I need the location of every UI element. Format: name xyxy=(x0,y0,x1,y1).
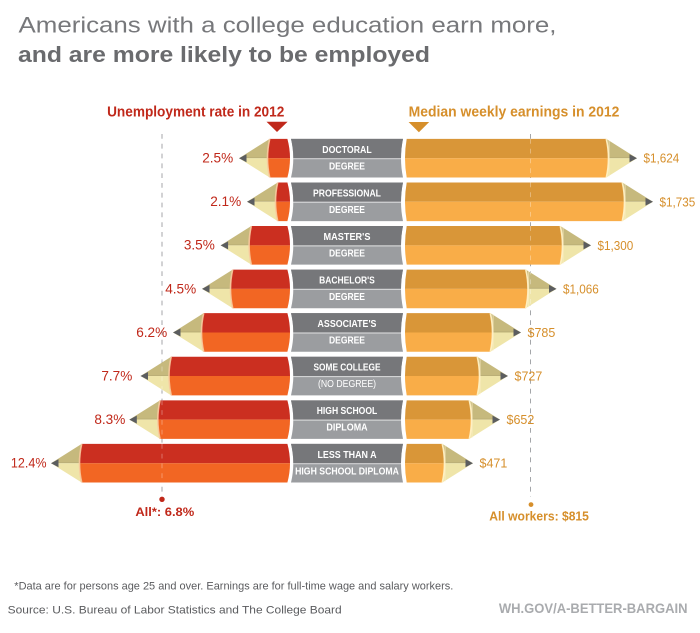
svg-text:Americans with a college educa: Americans with a college education earn … xyxy=(19,13,557,38)
svg-text:SOME COLLEGE: SOME COLLEGE xyxy=(314,363,381,374)
svg-text:DEGREE: DEGREE xyxy=(329,336,365,347)
svg-text:*Data are for persons age 25 a: *Data are for persons age 25 and over. E… xyxy=(14,581,453,593)
svg-text:8.3%: 8.3% xyxy=(94,412,125,427)
svg-text:4.5%: 4.5% xyxy=(165,281,196,296)
svg-text:3.5%: 3.5% xyxy=(184,238,215,253)
svg-text:Unemployment rate in 2012: Unemployment rate in 2012 xyxy=(107,103,284,120)
svg-text:HIGH SCHOOL DIPLOMA: HIGH SCHOOL DIPLOMA xyxy=(295,466,399,477)
svg-text:DOCTORAL: DOCTORAL xyxy=(322,145,371,156)
svg-text:$785: $785 xyxy=(528,325,556,340)
svg-text:$1,735: $1,735 xyxy=(660,194,696,209)
svg-text:MASTER'S: MASTER'S xyxy=(324,232,371,243)
svg-text:$1,624: $1,624 xyxy=(644,151,680,166)
svg-text:ASSOCIATE'S: ASSOCIATE'S xyxy=(318,319,377,330)
svg-text:All*: 6.8%: All*: 6.8% xyxy=(135,505,194,519)
svg-text:DEGREE: DEGREE xyxy=(329,292,365,303)
svg-text:BACHELOR'S: BACHELOR'S xyxy=(319,276,375,287)
svg-text:and are more likely to be empl: and are more likely to be employed xyxy=(18,42,430,67)
svg-text:$1,066: $1,066 xyxy=(563,281,599,296)
svg-text:DEGREE: DEGREE xyxy=(329,248,365,259)
svg-text:$471: $471 xyxy=(480,456,508,471)
svg-text:DEGREE: DEGREE xyxy=(329,205,365,216)
svg-text:PROFESSIONAL: PROFESSIONAL xyxy=(313,188,381,199)
svg-text:7.7%: 7.7% xyxy=(101,368,132,383)
svg-text:HIGH SCHOOL: HIGH SCHOOL xyxy=(317,406,378,417)
svg-text:$727: $727 xyxy=(515,369,543,384)
svg-text:6.2%: 6.2% xyxy=(136,325,167,340)
svg-text:LESS THAN A: LESS THAN A xyxy=(318,450,377,461)
svg-text:$652: $652 xyxy=(507,412,535,427)
svg-text:DIPLOMA: DIPLOMA xyxy=(326,423,367,434)
svg-text:All workers: $815: All workers: $815 xyxy=(489,509,589,524)
svg-text:2.5%: 2.5% xyxy=(202,151,233,166)
svg-text:2.1%: 2.1% xyxy=(210,194,241,209)
svg-text:DEGREE: DEGREE xyxy=(329,161,365,172)
svg-text:12.4%: 12.4% xyxy=(11,456,47,471)
svg-text:Source: U.S. Bureau of Labor S: Source: U.S. Bureau of Labor Statistics … xyxy=(8,605,342,617)
svg-text:Median weekly earnings in 2012: Median weekly earnings in 2012 xyxy=(409,103,620,120)
svg-text:$1,300: $1,300 xyxy=(598,238,634,253)
svg-text:(NO DEGREE): (NO DEGREE) xyxy=(318,379,376,390)
svg-text:WH.GOV/A-BETTER-BARGAIN: WH.GOV/A-BETTER-BARGAIN xyxy=(499,600,688,616)
